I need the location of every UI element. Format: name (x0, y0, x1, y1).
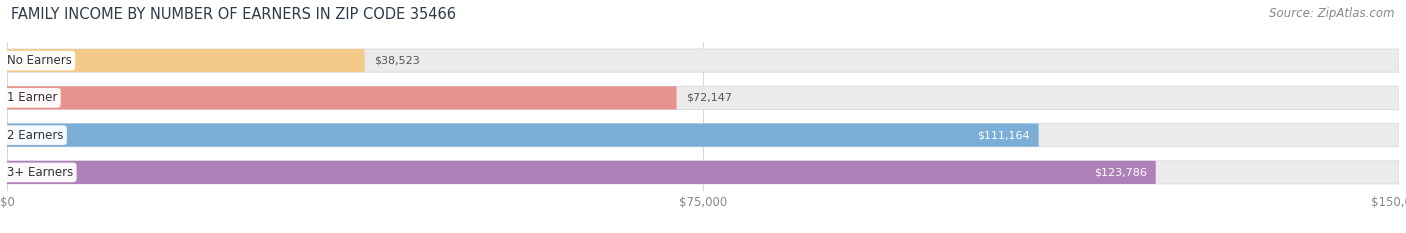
Text: No Earners: No Earners (7, 54, 72, 67)
FancyBboxPatch shape (7, 123, 1039, 147)
FancyBboxPatch shape (7, 49, 1399, 72)
FancyBboxPatch shape (7, 49, 364, 72)
Text: $123,786: $123,786 (1094, 168, 1147, 177)
Text: 3+ Earners: 3+ Earners (7, 166, 73, 179)
Text: 1 Earner: 1 Earner (7, 91, 58, 104)
Text: $111,164: $111,164 (977, 130, 1031, 140)
FancyBboxPatch shape (7, 161, 1156, 184)
FancyBboxPatch shape (7, 161, 1399, 184)
FancyBboxPatch shape (7, 86, 676, 110)
FancyBboxPatch shape (7, 123, 1399, 147)
FancyBboxPatch shape (7, 86, 1399, 110)
Text: $38,523: $38,523 (374, 56, 420, 65)
Text: Source: ZipAtlas.com: Source: ZipAtlas.com (1270, 7, 1395, 20)
Text: $72,147: $72,147 (686, 93, 733, 103)
Text: 2 Earners: 2 Earners (7, 129, 63, 142)
Text: FAMILY INCOME BY NUMBER OF EARNERS IN ZIP CODE 35466: FAMILY INCOME BY NUMBER OF EARNERS IN ZI… (11, 7, 457, 22)
